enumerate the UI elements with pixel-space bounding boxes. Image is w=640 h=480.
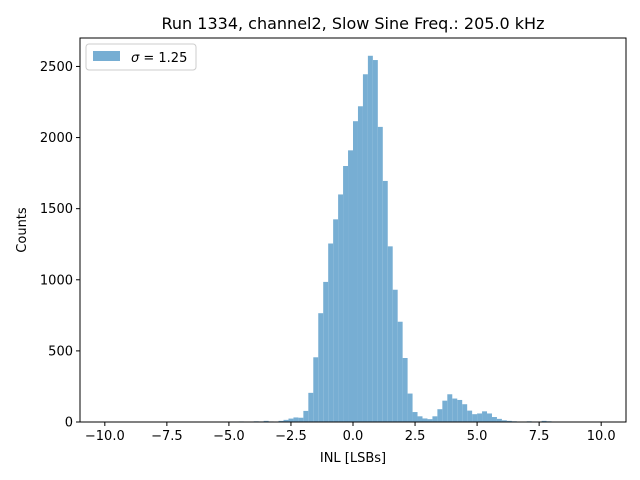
- y-tick-label: 2500: [40, 60, 73, 75]
- x-tick-label: −7.5: [151, 429, 183, 444]
- legend-sigma-symbol: σ: [131, 51, 140, 66]
- histogram-bar: [382, 180, 388, 422]
- histogram-bar: [333, 219, 339, 422]
- y-tick-label: 500: [48, 344, 73, 359]
- x-tick-label: 7.5: [529, 429, 550, 444]
- histogram-bar: [417, 416, 423, 422]
- histogram-bar: [427, 419, 433, 422]
- histogram-bar: [412, 412, 418, 422]
- legend: σ = 1.25: [85, 43, 197, 71]
- histogram-bar: [442, 400, 448, 422]
- x-tick-label: 5.0: [467, 429, 488, 444]
- histogram-bar: [392, 289, 398, 422]
- histogram-bar: [328, 243, 334, 422]
- histogram-bar: [452, 398, 458, 422]
- histogram-bar: [308, 392, 314, 422]
- x-tick-label: 2.5: [405, 429, 426, 444]
- y-tick-label: 0: [65, 416, 73, 431]
- histogram-bar: [467, 410, 473, 422]
- histogram-bar: [313, 357, 319, 422]
- y-tick-label: 1500: [40, 202, 73, 217]
- histogram-bar: [487, 413, 492, 422]
- histogram-bar: [318, 313, 324, 422]
- legend-value: = 1.25: [139, 51, 187, 66]
- histogram-bar: [338, 194, 344, 422]
- histogram-bar: [278, 420, 284, 422]
- chart-title: Run 1334, channel2, Slow Sine Freq.: 205…: [162, 14, 545, 33]
- histogram-bar: [447, 394, 453, 422]
- y-tick-label: 1000: [40, 273, 73, 288]
- y-tick-label: 2000: [40, 131, 73, 146]
- histogram-bar: [357, 106, 363, 423]
- histogram-bar: [303, 410, 309, 422]
- histogram-bar: [283, 419, 289, 422]
- histogram-bar: [422, 418, 428, 422]
- histogram-bar: [372, 60, 378, 423]
- legend-label: σ = 1.25: [131, 51, 187, 66]
- histogram-bar: [462, 404, 468, 422]
- histogram-bar: [353, 121, 358, 422]
- legend-swatch: [93, 51, 120, 61]
- x-tick-label: −2.5: [275, 429, 307, 444]
- histogram-bars: [218, 55, 562, 423]
- histogram-bar: [298, 417, 304, 422]
- histogram-bar: [348, 150, 353, 422]
- histogram-bar: [482, 411, 488, 422]
- histogram-bar: [472, 414, 478, 422]
- histogram-bar: [343, 166, 349, 422]
- histogram-bar: [263, 420, 269, 422]
- x-tick-label: −10.0: [85, 429, 125, 444]
- histogram-bar: [501, 420, 507, 422]
- histogram-bar: [377, 126, 383, 422]
- y-axis-ticks: 0 500 1000 1500 2000 2500: [40, 60, 80, 431]
- histogram-bar: [496, 418, 502, 422]
- x-tick-label: −5.0: [213, 429, 245, 444]
- histogram-bar: [457, 399, 463, 422]
- histogram-bar: [541, 420, 547, 422]
- histogram-bar: [387, 246, 393, 422]
- histogram-bar: [407, 393, 413, 422]
- histogram-bar: [506, 420, 512, 422]
- legend-box: [85, 43, 197, 71]
- histogram-bar: [293, 417, 299, 422]
- histogram-bar: [432, 416, 438, 422]
- histogram-bar: [367, 55, 373, 423]
- x-tick-label: 10.0: [587, 429, 616, 444]
- x-axis-ticks: −10.0 −7.5 −5.0 −2.5 0.0 2.5 5.0 7.5 10.0: [85, 422, 616, 444]
- histogram-bar: [288, 418, 294, 422]
- histogram-bar: [437, 409, 443, 422]
- histogram-bar: [362, 74, 368, 423]
- histogram-bar: [323, 281, 329, 422]
- histogram-bar: [402, 358, 408, 422]
- histogram-bar: [491, 417, 497, 422]
- y-axis-label: Counts: [15, 207, 30, 253]
- x-axis-label: INL [LSBs]: [320, 451, 386, 466]
- x-tick-label: 0.0: [343, 429, 364, 444]
- histogram-bar: [397, 321, 403, 422]
- histogram-bar: [477, 413, 483, 422]
